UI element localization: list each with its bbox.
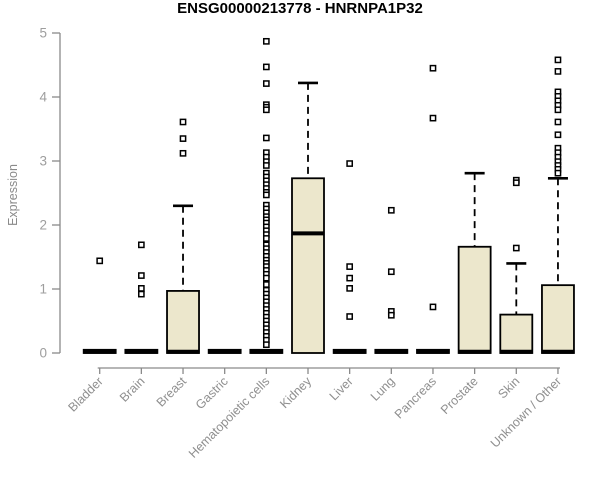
outlier-point bbox=[554, 68, 562, 75]
chart-title: ENSG00000213778 - HNRNPA1P32 bbox=[177, 0, 423, 17]
outlier-point bbox=[262, 281, 270, 288]
box-liver bbox=[332, 160, 367, 354]
outlier-point bbox=[262, 80, 270, 87]
box-brain bbox=[124, 241, 159, 354]
outlier-point bbox=[262, 106, 270, 114]
x-category-label-gastric: Gastric bbox=[193, 374, 231, 412]
outlier-point bbox=[138, 290, 145, 298]
y-tick-label: 3 bbox=[39, 154, 47, 169]
outlier-point bbox=[179, 135, 187, 142]
outlier-point bbox=[262, 191, 270, 199]
x-category-label-pancreas: Pancreas bbox=[392, 374, 439, 421]
box-rect bbox=[166, 290, 200, 354]
outlier-point bbox=[387, 268, 395, 276]
box-rect bbox=[291, 177, 325, 354]
outlier-point bbox=[429, 114, 437, 122]
outlier-point bbox=[262, 341, 270, 349]
outlier-point bbox=[554, 169, 562, 177]
outlier-point bbox=[262, 134, 270, 142]
x-category-label-liver: Liver bbox=[327, 374, 356, 403]
outlier-point bbox=[512, 244, 520, 252]
y-tick-label: 2 bbox=[39, 218, 47, 233]
box-skin bbox=[499, 176, 534, 354]
outlier-point bbox=[346, 285, 354, 292]
y-axis: 0 1 2 3 4 5 bbox=[39, 26, 61, 361]
box-breast bbox=[166, 118, 200, 354]
box-unknown-other bbox=[541, 56, 575, 354]
outlier-point bbox=[512, 179, 520, 187]
x-category-label-hematopoietic-cells: Hematopoietic cells bbox=[186, 374, 273, 461]
box-kidney bbox=[291, 81, 325, 354]
outlier-point bbox=[179, 118, 187, 126]
outlier-point bbox=[262, 37, 270, 45]
x-category-label-kidney: Kidney bbox=[277, 374, 314, 411]
outlier-point bbox=[387, 311, 395, 319]
outlier-point bbox=[554, 106, 562, 114]
x-category-label-breast: Breast bbox=[154, 374, 190, 410]
x-category-label-skin: Skin bbox=[495, 374, 522, 401]
box-rect bbox=[457, 245, 492, 354]
outlier-point bbox=[554, 118, 562, 126]
box-lung bbox=[374, 206, 409, 354]
box-rect bbox=[499, 313, 534, 354]
outlier-point bbox=[554, 56, 562, 64]
box-rect bbox=[541, 284, 575, 354]
outlier-point bbox=[262, 274, 270, 282]
x-category-label-unknown-other: Unknown / Other bbox=[488, 374, 564, 450]
outlier-point bbox=[262, 162, 270, 169]
x-category-label-brain: Brain bbox=[117, 374, 148, 405]
outlier-point bbox=[429, 303, 437, 311]
outlier-point bbox=[138, 241, 145, 249]
outlier-point bbox=[387, 206, 395, 214]
outlier-point bbox=[138, 272, 145, 279]
box-gastric bbox=[207, 348, 242, 354]
y-tick-label: 1 bbox=[39, 282, 47, 297]
outlier-point bbox=[346, 313, 354, 320]
box-prostate bbox=[457, 171, 492, 354]
box-pancreas bbox=[416, 64, 450, 354]
x-category-label-bladder: Bladder bbox=[65, 374, 105, 414]
y-tick-label: 0 bbox=[39, 346, 47, 361]
box-hematopoietic-cells bbox=[249, 37, 284, 354]
outlier-point bbox=[96, 257, 104, 265]
outlier-point bbox=[346, 274, 354, 282]
outlier-point bbox=[179, 149, 187, 157]
outlier-point bbox=[346, 263, 354, 270]
x-category-label-lung: Lung bbox=[368, 374, 398, 404]
outlier-point bbox=[429, 64, 437, 72]
y-tick-label: 4 bbox=[39, 90, 47, 105]
outlier-point bbox=[262, 235, 270, 242]
outlier-point bbox=[138, 285, 145, 292]
outlier-point bbox=[554, 131, 562, 139]
y-tick-label: 5 bbox=[39, 26, 47, 41]
outlier-point bbox=[262, 63, 270, 71]
box-bladder bbox=[82, 257, 117, 354]
x-category-label-prostate: Prostate bbox=[438, 374, 481, 417]
outlier-point bbox=[346, 160, 354, 167]
